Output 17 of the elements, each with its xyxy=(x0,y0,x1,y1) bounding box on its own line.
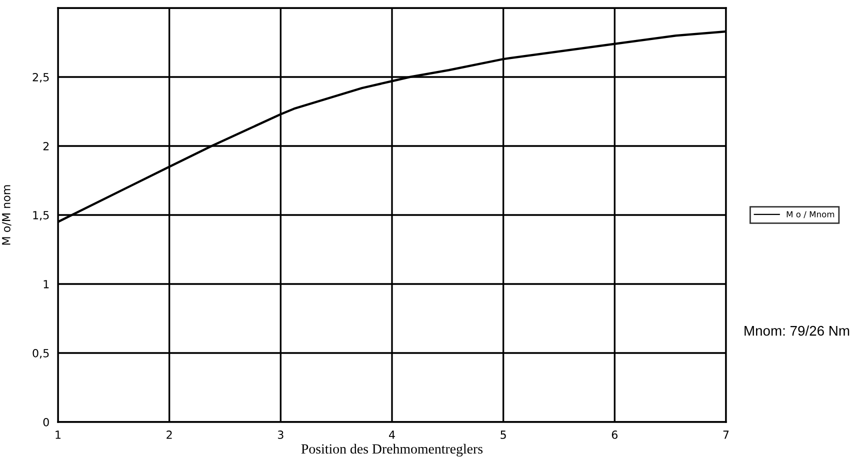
x-tick-label: 7 xyxy=(723,430,729,439)
text: Mnom: 79/26 Nm xyxy=(744,326,850,336)
x-tick-label: 5 xyxy=(500,430,506,439)
y-tick-label: 0 xyxy=(43,418,49,426)
x-tick-label: 1 xyxy=(56,430,61,439)
x-tick-label: 6 xyxy=(612,430,618,439)
y-tick-label: 1 xyxy=(44,280,49,288)
x-tick-label: 4 xyxy=(389,430,395,439)
y-tick-label: 2 xyxy=(43,142,49,150)
y-tick-label: 0,5 xyxy=(32,348,49,359)
y-tick-label: 2,5 xyxy=(32,72,49,83)
x-axis-title: Position des Drehmomentreglers xyxy=(301,444,483,456)
legend-label: M o / Mnom xyxy=(786,211,834,218)
y-tick-label: 1,5 xyxy=(33,211,49,221)
y-axis-title: M o/M nom xyxy=(2,185,12,245)
x-tick-label: 2 xyxy=(166,430,172,439)
x-tick-label: 3 xyxy=(278,430,284,439)
